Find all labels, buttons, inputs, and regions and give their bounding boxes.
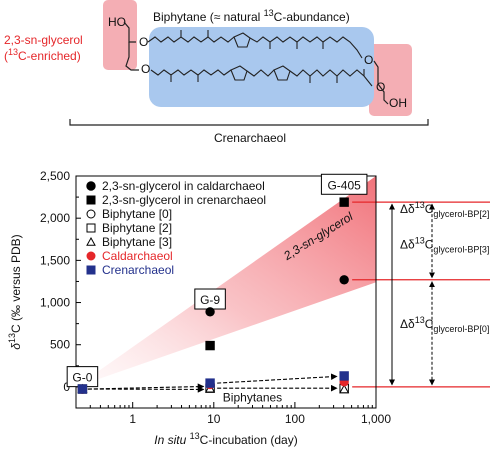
plot-frame: [75, 175, 377, 409]
data-points: [77, 197, 350, 394]
x-tick-label-1: 10: [207, 412, 221, 426]
glycerol-wedge: [76, 176, 376, 387]
glycerol-backbone-right: [373, 60, 389, 105]
delta-label-1: Δδ13Cglycerol-BP[3]: [400, 236, 489, 255]
x-tick-label-3: 1,000: [361, 412, 391, 426]
point-s0-1: [339, 275, 349, 285]
glycerol-backbone-left: [123, 21, 139, 71]
reference-lines: [352, 201, 490, 388]
delta-label-2: Δδ13Cglycerol-BP[0]: [400, 315, 489, 334]
glycerol-label: 2,3-sn-glycerol: [4, 33, 83, 47]
trend-arrow-2: [217, 373, 338, 384]
oh-label: OH: [389, 96, 407, 110]
x-tick-label-2: 100: [285, 412, 305, 426]
crenarchaeol-label: Crenarchaeol: [214, 131, 286, 145]
ho-label: HO: [108, 15, 126, 29]
station-label-0: G-0: [72, 371, 92, 385]
legend-label-6: Crenarchaeol: [102, 263, 174, 277]
legend-label-0: 2,3-sn-glycerol in caldarchaeol: [102, 179, 265, 193]
ether-o-1: O: [139, 35, 148, 49]
glycerol-box-right: [369, 44, 412, 116]
station-label-2: G-405: [327, 178, 361, 192]
trend-arrow-0: [87, 383, 205, 390]
trend-arrows: [87, 373, 338, 393]
biphytane-box: [149, 27, 374, 107]
y-tick-label-4: 2,000: [40, 211, 70, 225]
legend-marker-6: [86, 265, 96, 275]
point-s6-0: [77, 384, 88, 394]
y-tick-label-5: 2,500: [40, 169, 70, 183]
delta-label-0: Δδ13Cglycerol-BP[2]: [400, 200, 489, 219]
y-tick-label-2: 1,000: [40, 296, 70, 310]
biphytane-chain-lower: [150, 65, 373, 87]
biphytane-chain-upper: [147, 30, 363, 59]
biphytanes-label: Biphytanes: [223, 391, 282, 405]
ether-o-2: O: [141, 62, 150, 76]
legend-marker-3: [86, 223, 96, 233]
x-axis: 1 10 100 1,000: [75, 402, 391, 426]
y-tick-label-1: 500: [50, 338, 70, 352]
x-tick-label-0: 1: [129, 412, 136, 426]
legend-label-1: 2,3-sn-glycerol in crenarchaeol: [102, 193, 266, 207]
legend-label-2: Biphytane [0]: [102, 207, 172, 221]
point-s6-1: [205, 378, 215, 388]
legend-marker-0: [86, 181, 96, 191]
point-s4-2: [339, 384, 350, 394]
point-s1-1: [339, 197, 349, 207]
legend-marker-4: [86, 236, 96, 246]
crenarchaeol-bracket: [69, 119, 429, 126]
ether-o-3: O: [364, 53, 373, 67]
legend-marker-5: [86, 251, 96, 261]
structure-panel: 2,3-sn-glycerol (13C-enriched) Biphytane…: [4, 0, 429, 145]
station-label-1: G-9: [200, 293, 220, 307]
station-labels: G-0 G-9 G-405: [66, 173, 368, 388]
legend-marker-1: [86, 195, 96, 205]
glycerol-sublabel: (13C-enriched): [4, 47, 81, 63]
point-s6-2: [339, 371, 349, 381]
legend-label-5: Caldarchaeol: [102, 249, 173, 263]
legend-label-4: Biphytane [3]: [102, 235, 172, 249]
y-axis-label: δ13C (‰ versus PDB): [7, 234, 23, 349]
legend-marker-2: [86, 209, 96, 219]
legend: 2,3-sn-glycerol in caldarchaeol2,3-sn-gl…: [86, 179, 266, 277]
y-tick-label-3: 1,500: [40, 253, 70, 267]
delta-annotations: Δδ13Cglycerol-BP[2] Δδ13Cglycerol-BP[3] Δδ…: [389, 200, 489, 386]
point-s0-0: [205, 307, 215, 317]
glycerol-box-left: [103, 0, 137, 70]
point-s1-0: [205, 340, 215, 351]
station-box-2: [320, 173, 368, 195]
x-axis-label: In situ 13C-incubation (day): [154, 431, 297, 447]
legend-label-3: Biphytane [2]: [102, 221, 172, 235]
chart: 2,3-sn-glycerol 05001,0001,5002,0002,500…: [7, 169, 490, 447]
biphytane-label: Biphytane (≈ natural 13C-abundance): [153, 8, 350, 24]
